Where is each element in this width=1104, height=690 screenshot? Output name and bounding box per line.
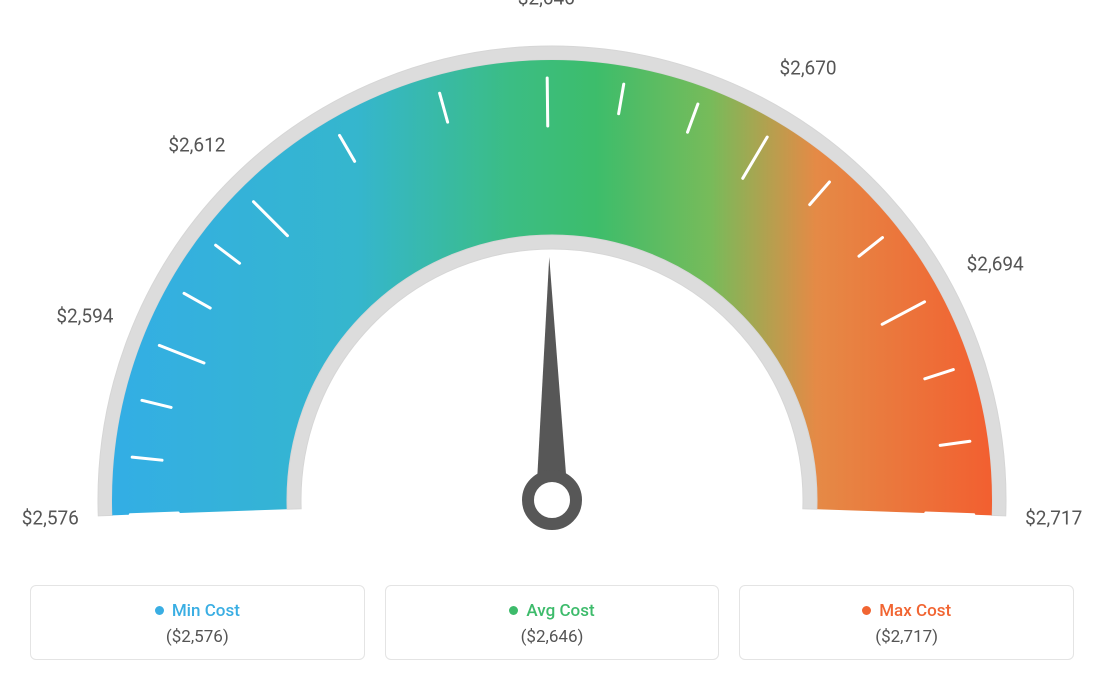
legend-card-min: Min Cost ($2,576): [30, 585, 365, 660]
legend-title-max: Max Cost: [862, 601, 951, 621]
gauge-tick-label: $2,646: [518, 0, 575, 10]
legend-title-max-text: Max Cost: [879, 601, 951, 621]
legend-card-avg: Avg Cost ($2,646): [385, 585, 720, 660]
gauge-area: $2,576 $2,594 $2,612 $2,646 $2,670 $2,694 $2,7…: [0, 0, 1104, 560]
legend-dot-avg: [509, 606, 518, 615]
gauge-tick-label: $2,717: [1025, 506, 1082, 529]
legend-value-max: ($2,717): [750, 627, 1063, 647]
gauge-tick-label: $2,576: [22, 506, 79, 529]
legend-title-avg: Avg Cost: [509, 601, 594, 621]
legend-title-avg-text: Avg Cost: [526, 601, 594, 621]
legend-value-min: ($2,576): [41, 627, 354, 647]
gauge-tick-label: $2,594: [56, 305, 113, 328]
legend-dot-max: [862, 606, 871, 615]
gauge-svg: [0, 0, 1104, 560]
legend-row: Min Cost ($2,576) Avg Cost ($2,646) Max …: [0, 575, 1104, 690]
legend-title-min-text: Min Cost: [172, 601, 240, 621]
gauge-tick-label: $2,670: [779, 57, 836, 80]
cost-gauge-chart: $2,576 $2,594 $2,612 $2,646 $2,670 $2,694 $2,7…: [0, 0, 1104, 690]
legend-title-min: Min Cost: [155, 601, 240, 621]
gauge-tick-label: $2,612: [168, 134, 225, 157]
gauge-tick-label: $2,694: [967, 253, 1024, 276]
legend-dot-min: [155, 606, 164, 615]
legend-value-avg: ($2,646): [396, 627, 709, 647]
legend-card-max: Max Cost ($2,717): [739, 585, 1074, 660]
